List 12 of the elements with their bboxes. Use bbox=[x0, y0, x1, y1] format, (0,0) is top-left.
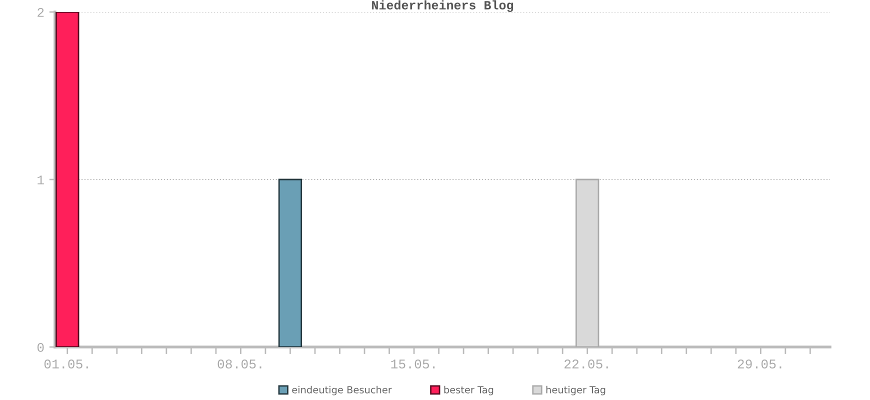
y-tick-label: 1 bbox=[38, 176, 44, 184]
x-tick-label: 29.05. bbox=[738, 360, 782, 368]
x-tick-label: 08.05. bbox=[218, 360, 262, 368]
legend-label: eindeutige Besucher bbox=[292, 386, 392, 396]
legend-label: bester Tag bbox=[444, 386, 494, 396]
x-tick-label: 01.05. bbox=[44, 360, 88, 368]
y-tick-label: 0 bbox=[37, 342, 44, 352]
x-tick-label: 22.05. bbox=[564, 360, 608, 368]
legend-label: heutiger Tag bbox=[546, 386, 606, 396]
chart-title: Niederrheiners Blog bbox=[372, 0, 514, 12]
x-tick-label: 15.05. bbox=[391, 360, 435, 368]
y-tick-label: 2 bbox=[38, 8, 44, 17]
